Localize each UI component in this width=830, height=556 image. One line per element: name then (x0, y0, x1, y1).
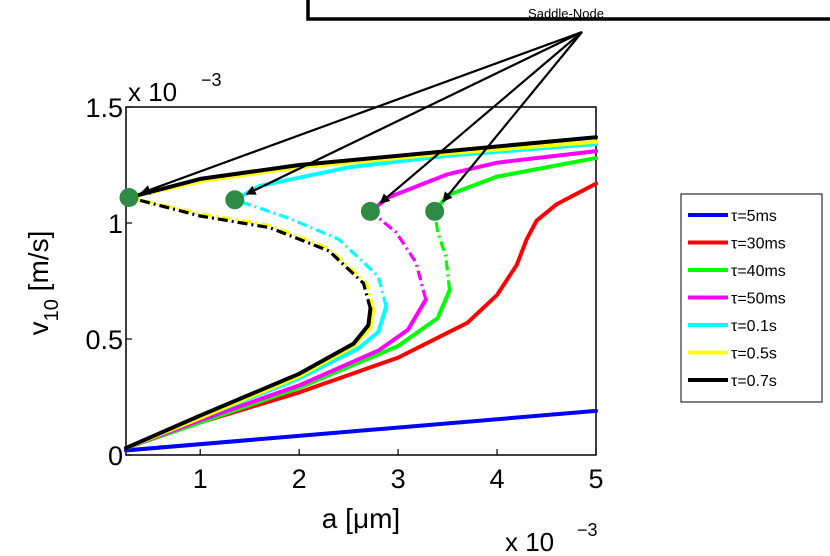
legend-label: τ=0.5s (731, 346, 777, 363)
saddle-node-marker (425, 201, 445, 221)
markers-layer (119, 188, 445, 221)
y-multiplier-exponent: −3 (201, 70, 222, 90)
y-multiplier: x 10 −3 (128, 70, 222, 107)
series-2-unstable-branch (433, 211, 452, 291)
y-tick-label: 0.5 (85, 325, 123, 355)
series-6-stable-branch (124, 306, 373, 450)
legend-label: τ=0.7s (731, 373, 777, 390)
annotation-arrow (140, 30, 583, 195)
x-multiplier-exponent: −3 (577, 520, 598, 540)
series-6-upper-branch (127, 135, 598, 200)
x-tick-label: 1 (193, 464, 208, 494)
series-2-upper-branch (432, 156, 598, 214)
plot-area (125, 106, 597, 456)
x-tick-label: 3 (391, 464, 406, 494)
saddle-node-marker (119, 188, 139, 207)
arrows-layer (140, 30, 583, 204)
y-tick-label: 1 (108, 209, 123, 239)
ticks-layer: 1 2 3 4 5 0 0.5 1 1.5 (85, 93, 603, 494)
legend: τ=5ms τ=30ms τ=40ms τ=50ms τ=0.1s τ=0.5s τ=0.7… (680, 193, 823, 403)
x-multiplier-base: x 10 (505, 527, 554, 556)
y-multiplier-base: x 10 (128, 77, 177, 107)
x-tick-label: 4 (490, 464, 505, 494)
annotation-label: Saddle-Node (528, 6, 604, 21)
series-3-unstable-branch (369, 210, 428, 301)
series-6-unstable-branch (128, 195, 372, 310)
series-0-stable-branch (124, 408, 598, 453)
annotation-arrow (442, 31, 583, 203)
saddle-node-marker (225, 190, 245, 210)
x-multiplier: x 10 −3 (505, 520, 598, 556)
series-1-stable-branch (124, 181, 598, 450)
legend-label: τ=30ms (731, 236, 786, 253)
x-axis-label: a [μm] (322, 503, 400, 534)
legend-label: τ=40ms (731, 263, 786, 280)
x-tick-label: 5 (588, 464, 603, 494)
saddle-node-marker (360, 201, 380, 221)
legend-label: τ=0.1s (731, 318, 777, 335)
annotation-arrow (379, 31, 583, 204)
legend-label: τ=50ms (731, 291, 786, 308)
annotation-box: Saddle-Node (306, 0, 830, 21)
annotation-arrow (245, 31, 583, 196)
y-tick-label: 0 (108, 441, 123, 471)
y-tick-label: 1.5 (85, 93, 123, 123)
legend-label: τ=5ms (731, 208, 777, 225)
series-5-unstable-branch (128, 195, 375, 310)
curves-layer (124, 135, 598, 453)
series-4-unstable-branch (234, 198, 388, 307)
series-2-stable-branch (124, 288, 452, 450)
x-tick-label: 2 (292, 464, 307, 494)
y-axis-label: v10 [m/s] (23, 231, 63, 336)
